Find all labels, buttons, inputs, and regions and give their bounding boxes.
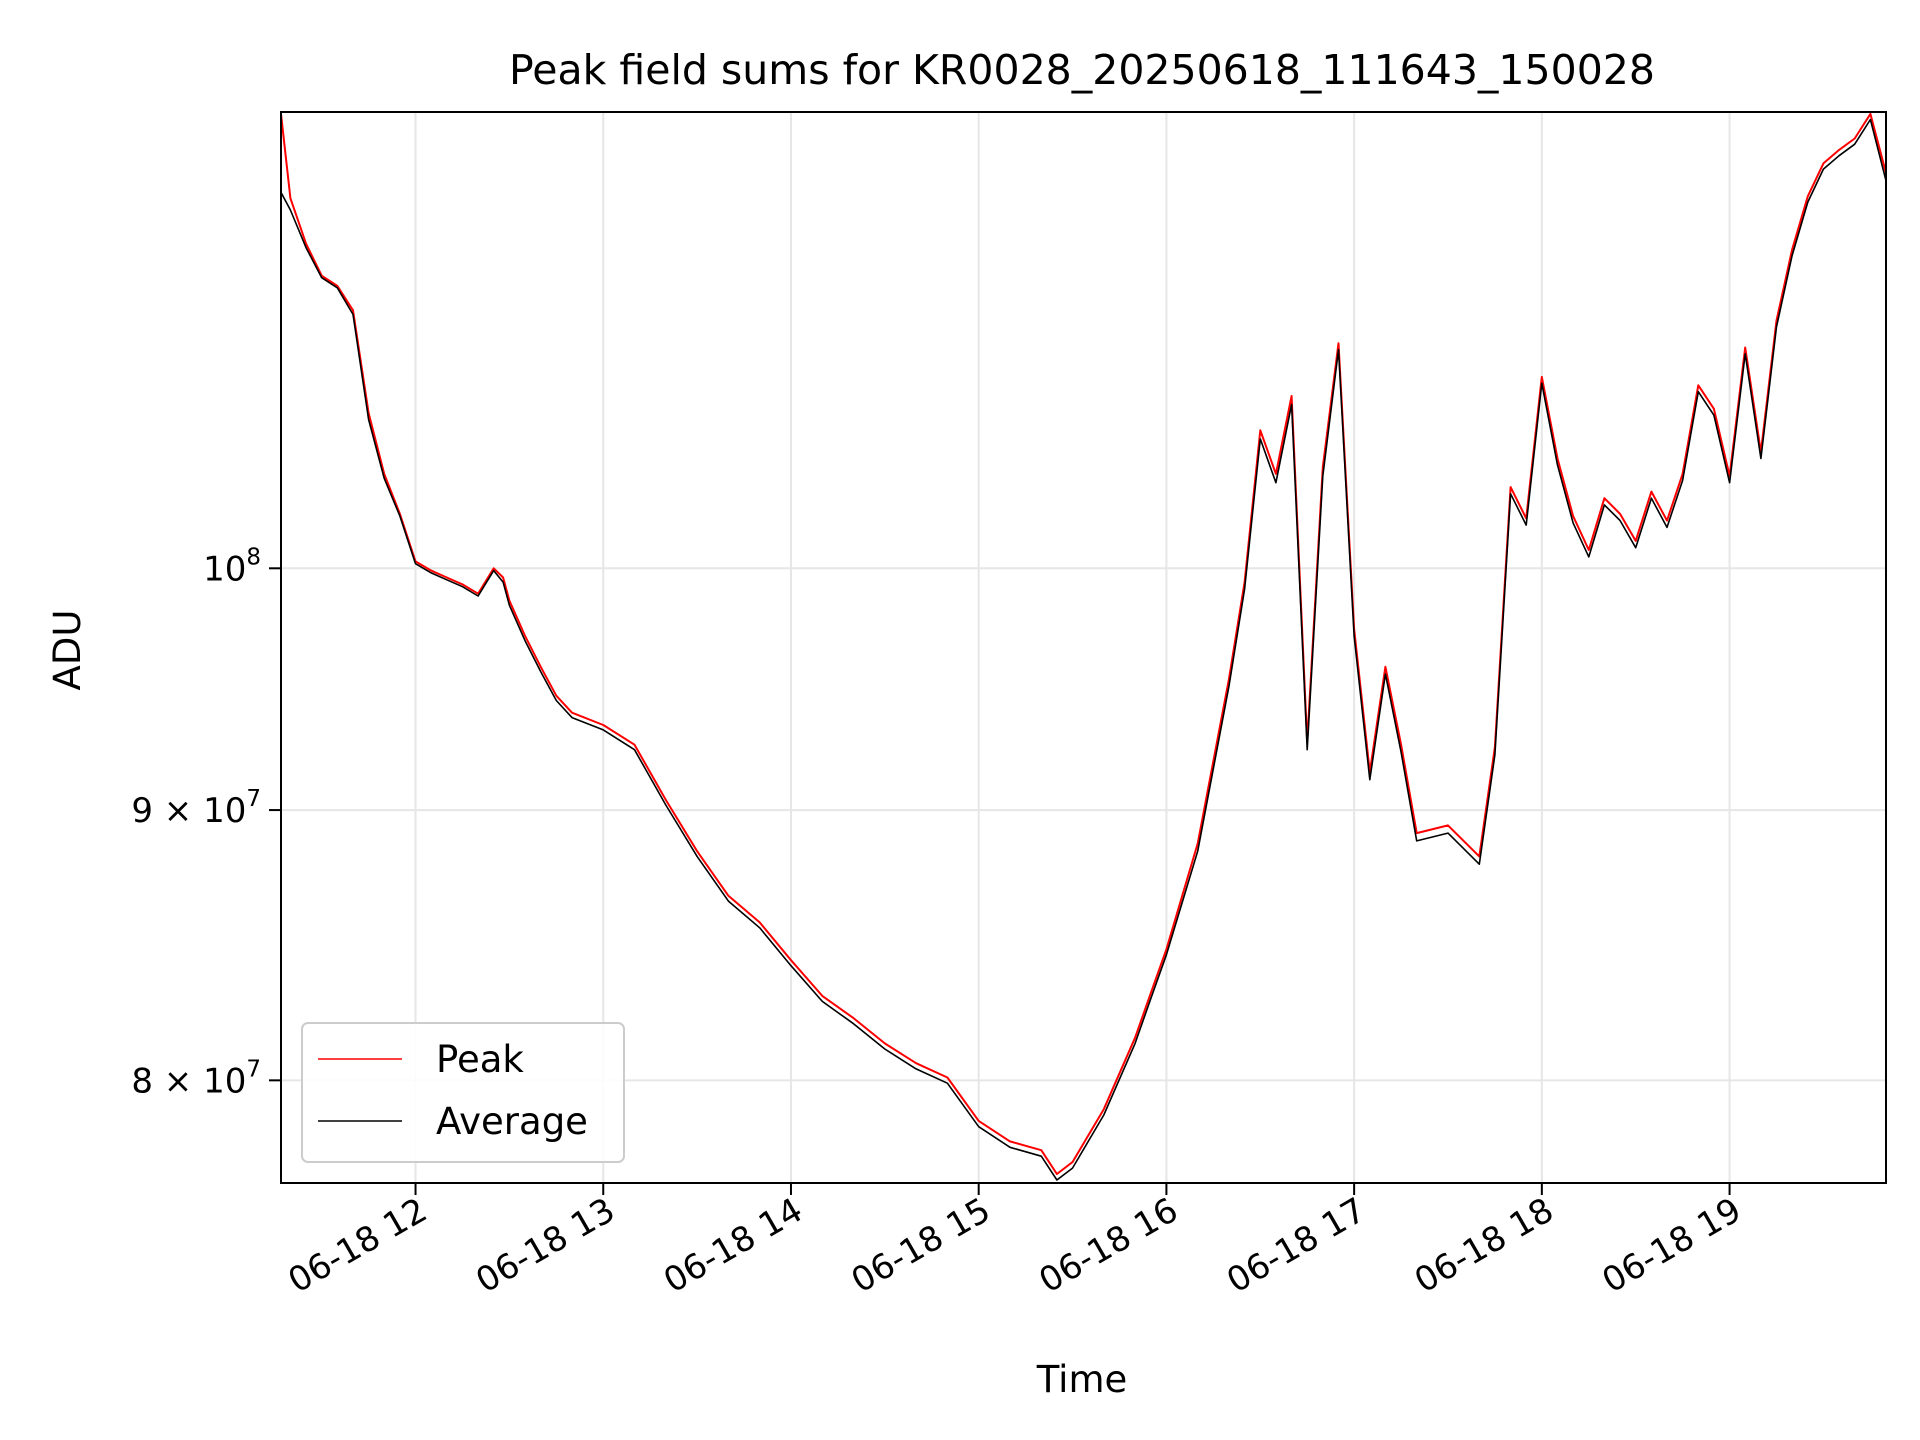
y-axis-label: ADU xyxy=(46,610,89,691)
y-tick-exponent: 7 xyxy=(246,786,261,812)
legend: Peak Average xyxy=(301,1022,625,1163)
series-line-peak xyxy=(281,112,1886,1175)
legend-box xyxy=(301,1022,625,1163)
series-lines xyxy=(281,112,1886,1181)
legend-label-average: Average xyxy=(436,1100,588,1143)
x-axis-label: Time xyxy=(1036,1358,1128,1401)
chart-title: Peak field sums for KR0028_20250618_1116… xyxy=(509,46,1655,94)
y-tick-label: 8 × 107 xyxy=(131,1056,261,1101)
legend-label-peak: Peak xyxy=(436,1038,524,1081)
y-tick-base: 8 × 10 xyxy=(131,1061,246,1101)
y-tick-base: 9 × 10 xyxy=(131,791,246,831)
y-tick-label: 9 × 107 xyxy=(131,786,261,831)
y-tick-exponent: 7 xyxy=(246,1056,261,1082)
y-tick-base: 10 xyxy=(203,549,246,589)
y-tick-exponent: 8 xyxy=(246,544,261,570)
plot-frame xyxy=(280,111,1887,1184)
series-line-average xyxy=(281,118,1886,1181)
grid-lines xyxy=(281,112,1886,1183)
y-tick-label: 108 xyxy=(203,544,261,589)
